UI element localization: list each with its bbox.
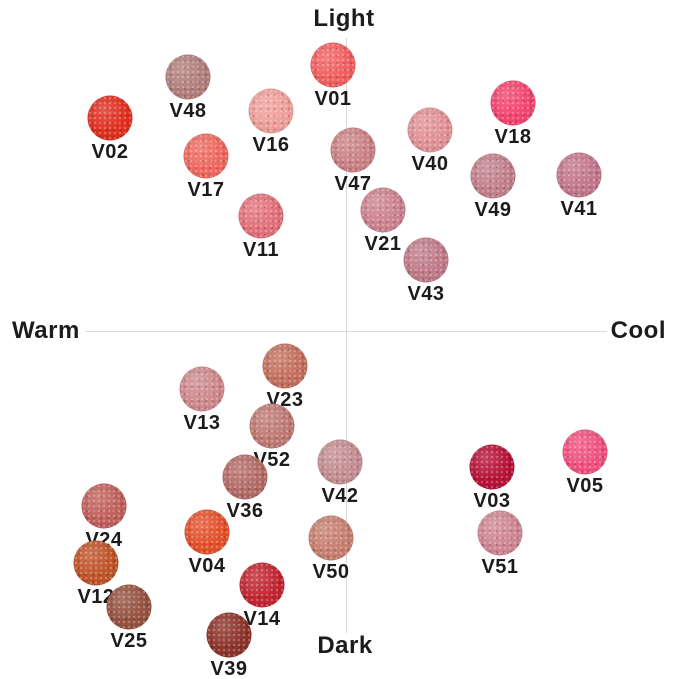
shade-label: V18 [494, 126, 532, 148]
shade-dot [407, 107, 453, 153]
shade-dot [81, 483, 127, 529]
shade-label: V40 [411, 153, 449, 175]
shade-label: V13 [183, 412, 221, 434]
shade-dot [469, 444, 515, 490]
axis-label-light: Light [313, 5, 375, 32]
shade-label: V41 [560, 198, 598, 220]
shade-label: V49 [474, 199, 512, 221]
shade-label: V25 [110, 630, 148, 652]
shade-label: V05 [566, 475, 604, 497]
shade-label: V14 [243, 608, 281, 630]
shade-dot [317, 439, 363, 485]
shade-label: V48 [169, 100, 207, 122]
horizontal-axis-line [86, 331, 607, 332]
shade-label: V12 [77, 586, 115, 608]
shade-dot [556, 152, 602, 198]
shade-dot [403, 237, 449, 283]
shade-label: V03 [473, 490, 511, 512]
shade-dot [310, 42, 356, 88]
shade-label: V02 [91, 141, 129, 163]
shade-label: V11 [243, 239, 279, 261]
shade-dot [470, 153, 516, 199]
shade-label: V42 [321, 485, 359, 507]
shade-dot [183, 133, 229, 179]
shade-label: V51 [481, 556, 519, 578]
shade-dot [106, 584, 152, 630]
shade-dot [249, 403, 295, 449]
shade-dot [239, 562, 285, 608]
shade-label: V39 [210, 658, 248, 679]
vertical-axis-line [346, 38, 347, 633]
shade-dot [360, 187, 406, 233]
shade-dot [87, 95, 133, 141]
shade-dot [165, 54, 211, 100]
shade-dot [73, 540, 119, 586]
shade-dot [490, 80, 536, 126]
shade-dot [238, 193, 284, 239]
shade-label: V36 [226, 500, 264, 522]
shade-dot [222, 454, 268, 500]
shade-dot [248, 88, 294, 134]
shade-dot [477, 510, 523, 556]
shade-label: V21 [364, 233, 402, 255]
shade-label: V01 [314, 88, 352, 110]
axis-label-cool: Cool [610, 317, 666, 344]
axis-label-warm: Warm [12, 317, 80, 344]
shade-dot [330, 127, 376, 173]
shade-dot [262, 343, 308, 389]
axis-label-dark: Dark [317, 632, 373, 659]
shade-label: V17 [187, 179, 225, 201]
shade-label: V50 [312, 561, 350, 583]
shade-label: V47 [334, 173, 372, 195]
shade-dot [562, 429, 608, 475]
shade-label: V16 [252, 134, 290, 156]
shade-dot [184, 509, 230, 555]
shade-label: V43 [407, 283, 445, 305]
shade-label: V04 [188, 555, 226, 577]
shade-dot [206, 612, 252, 658]
shade-dot [179, 366, 225, 412]
shade-dot [308, 515, 354, 561]
